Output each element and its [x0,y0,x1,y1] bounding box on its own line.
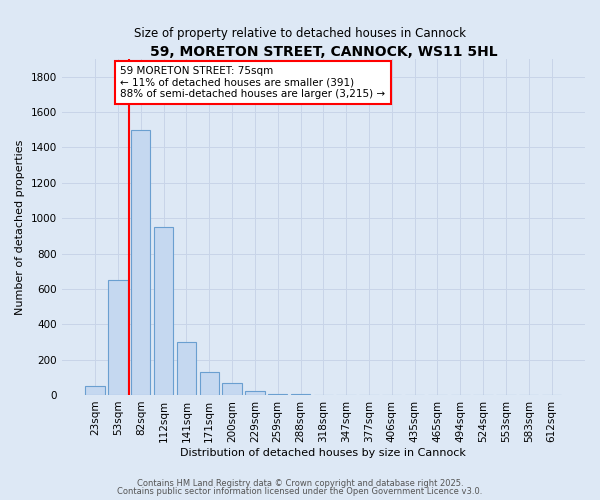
Title: 59, MORETON STREET, CANNOCK, WS11 5HL: 59, MORETON STREET, CANNOCK, WS11 5HL [149,45,497,59]
Bar [200,372,219,395]
Bar [268,394,287,395]
Bar [85,386,105,395]
Bar [245,392,265,395]
Bar [131,130,151,395]
Bar [291,394,310,395]
Bar [223,384,242,395]
Text: Size of property relative to detached houses in Cannock: Size of property relative to detached ho… [134,28,466,40]
Bar [108,280,128,395]
Text: Contains public sector information licensed under the Open Government Licence v3: Contains public sector information licen… [118,487,482,496]
Y-axis label: Number of detached properties: Number of detached properties [15,140,25,314]
X-axis label: Distribution of detached houses by size in Cannock: Distribution of detached houses by size … [181,448,466,458]
Bar [177,342,196,395]
Bar [154,227,173,395]
Text: Contains HM Land Registry data © Crown copyright and database right 2025.: Contains HM Land Registry data © Crown c… [137,478,463,488]
Text: 59 MORETON STREET: 75sqm
← 11% of detached houses are smaller (391)
88% of semi-: 59 MORETON STREET: 75sqm ← 11% of detach… [120,66,385,100]
